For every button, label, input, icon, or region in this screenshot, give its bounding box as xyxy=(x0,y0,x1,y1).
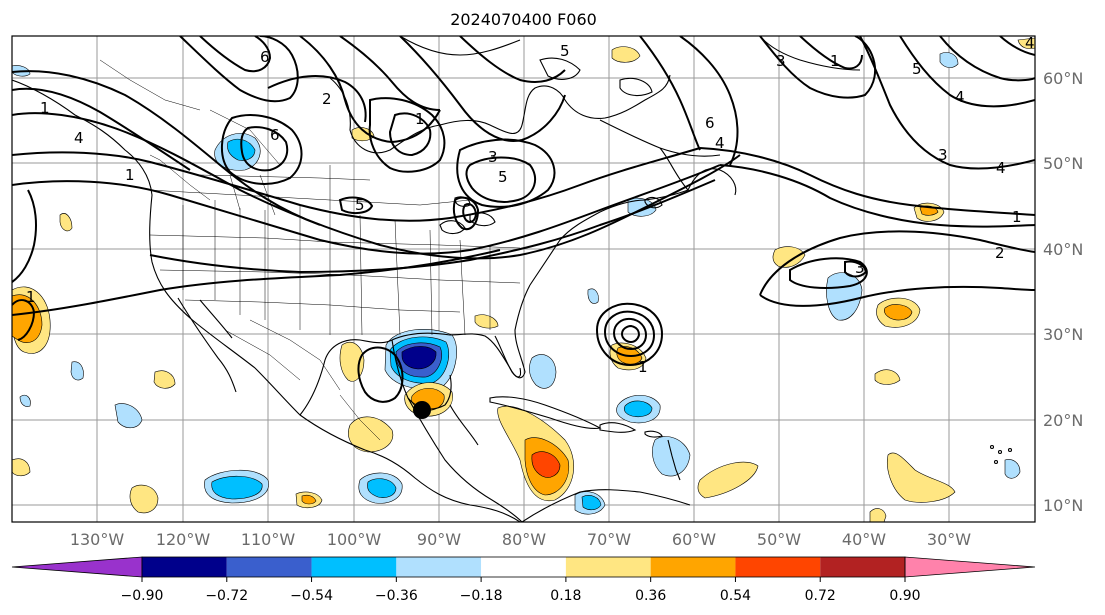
lat-label: 60°N xyxy=(1043,69,1083,88)
contour-label: 6 xyxy=(260,48,270,66)
contour-label: 3 xyxy=(855,259,865,277)
lon-label: 90°W xyxy=(417,530,461,549)
colorbar-tick-label: −0.90 xyxy=(121,588,164,604)
lon-label: 120°W xyxy=(156,530,211,549)
colorbar-tick-label: 0.36 xyxy=(635,588,666,604)
contour-lines xyxy=(12,36,1035,403)
contour-label: 6 xyxy=(270,126,280,144)
contour-label: 2 xyxy=(995,244,1005,262)
lat-label: 20°N xyxy=(1043,411,1083,430)
lon-label: 40°W xyxy=(842,530,886,549)
contour-label: 1 xyxy=(1012,208,1022,226)
contour-label: 3 xyxy=(776,52,786,70)
lat-label: 30°N xyxy=(1043,325,1083,344)
colorbar-tick-label: −0.18 xyxy=(460,588,503,604)
colorbar-tick-label: 0.72 xyxy=(805,588,836,604)
contour-label: 3 xyxy=(938,146,948,164)
lat-label: 10°N xyxy=(1043,496,1083,515)
contour-label: 1 xyxy=(125,166,135,184)
contour-label: 3 xyxy=(488,148,498,166)
contour-label: 2 xyxy=(322,90,332,108)
contour-label: 4 xyxy=(1025,34,1035,52)
colorbar-segment xyxy=(396,557,482,577)
lat-label: 40°N xyxy=(1043,240,1083,259)
lon-label: 50°W xyxy=(757,530,801,549)
contour-label: 4 xyxy=(996,159,1006,177)
colorbar-extend-low xyxy=(11,556,143,578)
colorbar-tick-label: 0.90 xyxy=(889,588,920,604)
colorbar-segment xyxy=(565,557,651,577)
longitude-labels: 130°W 120°W 110°W 100°W 90°W 80°W 70°W 6… xyxy=(70,530,971,549)
contour-label: 5 xyxy=(355,196,365,214)
colorbar-outline xyxy=(141,556,906,578)
latitude-labels: 60°N 50°N 40°N 30°N 20°N 10°N xyxy=(1043,69,1083,515)
colorbar-segment xyxy=(820,557,905,577)
colorbar-segment xyxy=(735,557,821,577)
lon-label: 110°W xyxy=(241,530,296,549)
lon-label: 70°W xyxy=(587,530,631,549)
lon-label: 130°W xyxy=(70,530,125,549)
colorbar-segment xyxy=(650,557,736,577)
colorbar-segment xyxy=(142,557,227,577)
lon-label: 80°W xyxy=(502,530,546,549)
lon-label: 60°W xyxy=(672,530,716,549)
colorbar-segment xyxy=(311,557,397,577)
contour-labels: 1 6 4 1 3 5 5 6 4 3 1 2 3 4 1 2 3 4 5 5 … xyxy=(26,34,1035,376)
contour-label: 5 xyxy=(912,60,922,78)
storm-center-marker xyxy=(413,401,431,419)
map-frame xyxy=(11,35,1036,523)
colorbar-extend-high xyxy=(904,556,1036,578)
contour-label: 6 xyxy=(705,114,715,132)
colorbar-segment xyxy=(226,557,312,577)
contour-label: 4 xyxy=(715,134,725,152)
contour-label: 1 xyxy=(26,288,36,306)
lon-label: 100°W xyxy=(327,530,382,549)
contour-label: 1 xyxy=(830,52,840,70)
contour-label: 1 xyxy=(638,358,648,376)
coastlines xyxy=(12,36,1013,522)
colorbar-tick-label: −0.72 xyxy=(205,588,248,604)
colorbar-tick-label: 0.54 xyxy=(720,588,751,604)
colorbar: −0.90 −0.72 −0.54 −0.36 −0.18 0.18 0.36 0.54 0.7… xyxy=(11,556,1036,604)
contour-label: 4 xyxy=(955,88,965,106)
contour-label: 1 xyxy=(415,110,425,128)
lat-label: 50°N xyxy=(1043,154,1083,173)
contour-label: 5 xyxy=(498,168,508,186)
lon-label: 30°W xyxy=(927,530,971,549)
colorbar-segment xyxy=(481,557,566,577)
contour-label: 4 xyxy=(74,129,84,147)
colorbar-tick-label: −0.36 xyxy=(375,588,418,604)
contour-label: 1 xyxy=(40,99,50,117)
colorbar-tick-label: −0.54 xyxy=(290,588,333,604)
map-title: 2024070400 F060 xyxy=(450,10,597,29)
colorbar-tick-label: 0.18 xyxy=(550,588,581,604)
contour-label: 5 xyxy=(560,42,570,60)
